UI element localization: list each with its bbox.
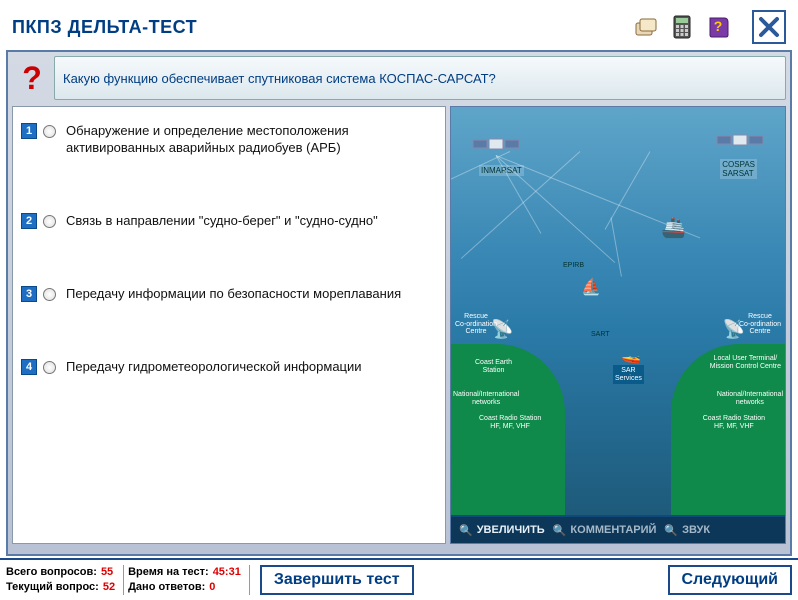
- image-panel: INMARSAT COSPAS SARSAT 🚢 ⛵: [450, 106, 786, 544]
- answer-row[interactable]: 1 Обнаружение и определение местоположен…: [17, 117, 441, 163]
- node-label: Local User Terminal/ Mission Control Cen…: [710, 355, 781, 370]
- answer-number: 2: [21, 213, 37, 229]
- finish-button[interactable]: Завершить тест: [260, 565, 414, 595]
- zoom-label: УВЕЛИЧИТЬ: [477, 524, 545, 536]
- answer-text: Обнаружение и определение местоположения…: [66, 123, 437, 157]
- total-val: 55: [101, 565, 113, 580]
- answered-val: 0: [209, 580, 215, 595]
- node-label: Rescue Co-ordination Centre: [455, 313, 497, 336]
- satellite-icon: [715, 125, 765, 155]
- current-val: 52: [103, 580, 115, 595]
- node-label: National/International networks: [717, 391, 783, 406]
- ship-icon: 🚤: [621, 345, 641, 365]
- total-label: Всего вопросов:: [6, 565, 97, 580]
- magnifier-icon: 🔍: [553, 524, 567, 537]
- answers-panel: 1 Обнаружение и определение местоположен…: [12, 106, 446, 544]
- time-label: Время на тест:: [128, 565, 209, 580]
- magnifier-icon: 🔍: [664, 524, 678, 537]
- node-label: Coast Radio Station HF, MF, VHF: [703, 415, 765, 430]
- answer-row[interactable]: 3 Передачу информации по безопасности мо…: [17, 280, 441, 309]
- next-button[interactable]: Следующий: [668, 565, 793, 595]
- answer-radio[interactable]: [43, 288, 56, 301]
- answer-text: Передачу гидрометеорологической информац…: [66, 359, 362, 376]
- sat-label: COSPAS SARSAT: [720, 159, 757, 179]
- node-label: Coast Radio Station HF, MF, VHF: [479, 415, 541, 430]
- question-text: Какую функцию обеспечивает спутниковая с…: [54, 56, 786, 100]
- node-label: EPIRB: [563, 262, 584, 270]
- diagram: INMARSAT COSPAS SARSAT 🚢 ⛵: [451, 107, 785, 515]
- help-book-icon[interactable]: ?: [704, 13, 732, 41]
- answer-number: 4: [21, 359, 37, 375]
- answer-row[interactable]: 2 Связь в направлении "судно-берег" и "с…: [17, 207, 441, 236]
- finish-label: Завершить тест: [274, 571, 400, 589]
- node-label: SAR Services: [613, 365, 644, 384]
- node-label: Coast Earth Station: [475, 359, 512, 374]
- zoom-button[interactable]: 🔍 УВЕЛИЧИТЬ: [459, 524, 545, 537]
- answered-label: Дано ответов:: [128, 580, 205, 595]
- comment-button[interactable]: 🔍КОММЕНТАРИЙ: [553, 524, 657, 537]
- next-label: Следующий: [682, 571, 779, 589]
- answer-radio[interactable]: [43, 361, 56, 374]
- answer-radio[interactable]: [43, 215, 56, 228]
- comment-label: КОММЕНТАРИЙ: [570, 524, 656, 536]
- node-label: National/International networks: [453, 391, 519, 406]
- sound-button[interactable]: 🔍 ЗВУК: [664, 524, 710, 537]
- ship-icon: 🚢: [661, 215, 686, 240]
- node-label: SART: [591, 331, 610, 339]
- magnifier-icon: 🔍: [459, 524, 473, 537]
- answer-number: 3: [21, 286, 37, 302]
- answer-number: 1: [21, 123, 37, 139]
- current-label: Текущий вопрос:: [6, 580, 99, 595]
- sound-label: ЗВУК: [682, 524, 710, 536]
- time-val: 45:31: [213, 565, 241, 580]
- answer-row[interactable]: 4 Передачу гидрометеорологической информ…: [17, 353, 441, 382]
- app-title: ПКПЗ ДЕЛЬТА-ТЕСТ: [12, 17, 197, 38]
- question-icon: ?: [12, 56, 52, 100]
- svg-text:?: ?: [714, 18, 723, 34]
- image-toolbar: 🔍УВЕЛИЧИТЬ 🔍КОММЕНТАРИЙ 🔍ЗВУК: [451, 517, 785, 543]
- answer-radio[interactable]: [43, 125, 56, 138]
- calculator-icon[interactable]: [668, 13, 696, 41]
- node-label: Rescue Co-ordination Centre: [739, 313, 781, 336]
- answer-text: Связь в направлении "судно-берег" и "суд…: [66, 213, 378, 230]
- close-button[interactable]: [752, 10, 786, 44]
- cards-icon[interactable]: [632, 13, 660, 41]
- ship-icon: ⛵: [581, 277, 601, 297]
- answer-text: Передачу информации по безопасности море…: [66, 286, 401, 303]
